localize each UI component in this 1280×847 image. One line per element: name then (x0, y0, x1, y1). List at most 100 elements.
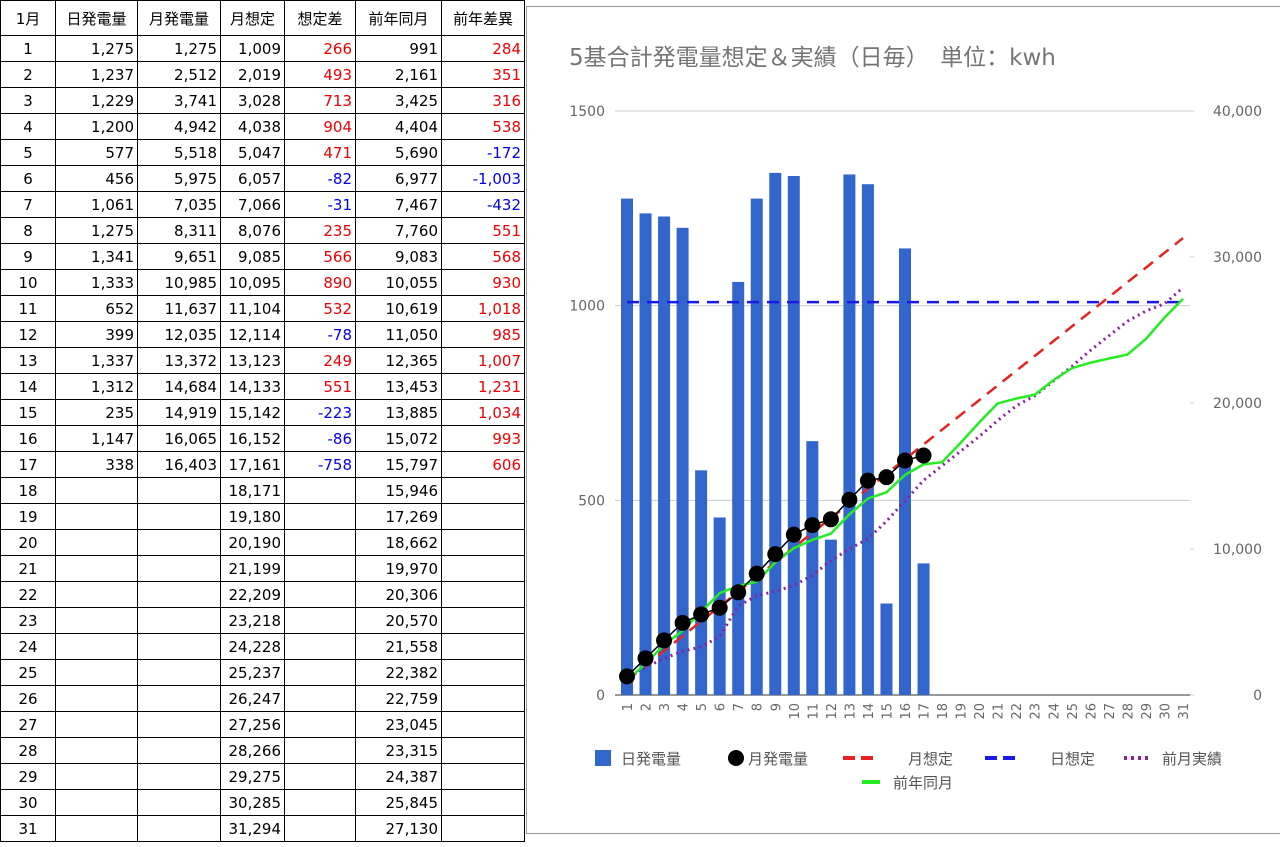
table-cell (55, 659, 138, 686)
table-row: 4 1,200 4,942 4,038 904 4,404 538 (0, 113, 525, 140)
table-cell: 284 (441, 35, 525, 62)
table-cell: 22,209 (220, 581, 285, 608)
table-row: 17 338 16,403 17,161 -758 15,797 606 (0, 451, 525, 478)
table-cell: 29,275 (220, 763, 285, 790)
table-cell: 11 (0, 295, 56, 322)
table-cell: 577 (55, 139, 138, 166)
table-cell: 1,275 (137, 35, 221, 62)
table-cell: 6,057 (220, 165, 285, 192)
header-cell: 前年差異 (441, 0, 525, 36)
bar (787, 176, 800, 695)
table-cell: 3 (0, 87, 56, 114)
table-cell: 16,403 (137, 451, 221, 478)
y2-tick-label: 10,000 (1213, 542, 1262, 558)
table-cell: 8,311 (137, 217, 221, 244)
table-cell: 14 (0, 373, 56, 400)
table-row: 20 20,190 18,662 (0, 529, 525, 556)
table-cell: 22 (0, 581, 56, 608)
table-cell: 9,085 (220, 243, 285, 270)
table-cell: 14,919 (137, 399, 221, 426)
legend-label: 日発電量 (621, 750, 681, 768)
table-cell (441, 503, 525, 530)
table-cell: 4,942 (137, 113, 221, 140)
table-cell: 9,651 (137, 243, 221, 270)
table-cell: 606 (441, 451, 525, 478)
table-cell: 6 (0, 165, 56, 192)
x-tick-label: 11 (806, 703, 821, 720)
table-row: 27 27,256 23,045 (0, 711, 525, 738)
table-cell: 1,341 (55, 243, 138, 270)
table-row: 19 19,180 17,269 (0, 503, 525, 530)
bar (658, 216, 671, 695)
table-cell: 568 (441, 243, 525, 270)
table-cell (55, 763, 138, 790)
bar (769, 172, 782, 696)
table-cell (55, 633, 138, 660)
table-cell: 1,200 (55, 113, 138, 140)
table-cell: 1,312 (55, 373, 138, 400)
dot (822, 511, 839, 528)
table-row: 23 23,218 20,570 (0, 607, 525, 634)
table-cell: 1,231 (441, 373, 525, 400)
table-cell: 1,061 (55, 191, 138, 218)
table-cell: 532 (284, 295, 356, 322)
table-cell: 1,275 (55, 35, 138, 62)
bar (806, 441, 819, 695)
table-cell (137, 477, 221, 504)
table-cell: 14,133 (220, 373, 285, 400)
dot (637, 650, 654, 667)
line-series (626, 237, 1184, 682)
table-cell: 11,050 (355, 321, 442, 348)
table-cell: 904 (284, 113, 356, 140)
table-cell: 30,285 (220, 789, 285, 816)
table-row: 13 1,337 13,372 13,123 249 12,365 1,007 (0, 347, 525, 374)
table-cell: 10,985 (137, 269, 221, 296)
table-cell (137, 529, 221, 556)
table-cell: 351 (441, 61, 525, 88)
table-cell: 652 (55, 295, 138, 322)
table-cell (284, 737, 356, 764)
table-cell (284, 477, 356, 504)
table-cell: 566 (284, 243, 356, 270)
legend-label: 月発電量 (748, 750, 808, 768)
table-cell: 10,619 (355, 295, 442, 322)
table-row: 26 26,247 22,759 (0, 685, 525, 712)
table-cell (137, 737, 221, 764)
table-cell: 10 (0, 269, 56, 296)
x-tick-label: 9 (769, 703, 784, 711)
table-cell: 14,684 (137, 373, 221, 400)
table-cell (284, 659, 356, 686)
table-cell: 15,072 (355, 425, 442, 452)
table-cell: 26 (0, 685, 56, 712)
table-cell: 4,404 (355, 113, 442, 140)
table-row: 18 18,171 15,946 (0, 477, 525, 504)
table-cell: 493 (284, 61, 356, 88)
table-cell: 3,425 (355, 87, 442, 114)
table-cell: -78 (284, 321, 356, 348)
table-row: 6 456 5,975 6,057 -82 6,977 -1,003 (0, 165, 525, 192)
table-cell (441, 555, 525, 582)
table-cell: 13 (0, 347, 56, 374)
table-cell: 31,294 (220, 815, 285, 842)
table-cell: 24,387 (355, 763, 442, 790)
table-cell: 9 (0, 243, 56, 270)
bar (880, 603, 893, 695)
dot (767, 546, 784, 563)
dot (656, 632, 673, 649)
table-cell: 22,759 (355, 685, 442, 712)
dot (711, 599, 728, 616)
table-cell: 12,035 (137, 321, 221, 348)
table-cell (55, 737, 138, 764)
table-cell: 235 (55, 399, 138, 426)
table-cell (55, 555, 138, 582)
table-cell: 1,337 (55, 347, 138, 374)
table-cell: 1,007 (441, 347, 525, 374)
table-cell: 338 (55, 451, 138, 478)
table-cell (55, 685, 138, 712)
table-cell: 1,333 (55, 269, 138, 296)
table-cell (284, 633, 356, 660)
table-cell (284, 711, 356, 738)
table-cell: 3,741 (137, 87, 221, 114)
legend-label: 前月実績 (1162, 750, 1222, 768)
table-cell (55, 711, 138, 738)
